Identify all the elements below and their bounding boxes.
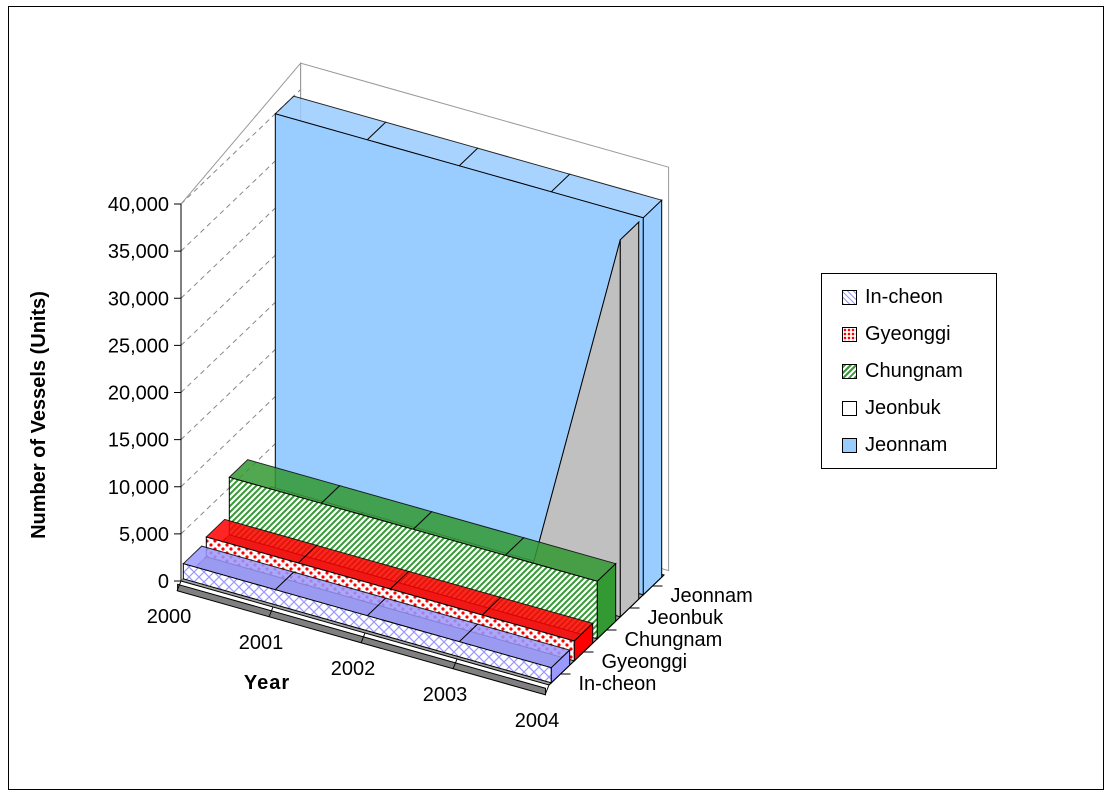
y-tick-label: 5,000 [119, 524, 169, 546]
series-end-cap [619, 221, 640, 618]
y-tick-label: 25,000 [108, 335, 169, 357]
legend-swatch [842, 363, 857, 379]
x-tick-label: 2000 [147, 606, 192, 628]
series-layer [182, 95, 663, 684]
legend-label: Chungnam [865, 359, 963, 382]
x-tick [268, 606, 274, 618]
legend-item-jeonnam: Jeonnam [842, 428, 947, 462]
axis-layer: 0 5,000 10,000 15,000 20,000 25,000 30,000 35,0… [108, 194, 753, 732]
y-tick-label: 30,000 [108, 288, 169, 310]
depth-axis-label: Jeonbuk [648, 607, 725, 629]
x-tick-label: 2002 [331, 658, 376, 680]
legend: In-cheon Gyeonggi Chungnam Jeonbuk Jeonnam [821, 273, 997, 469]
legend-label: Jeonbuk [865, 396, 941, 419]
y-tick-label: 20,000 [108, 383, 169, 405]
legend-item-gyeonggi: Gyeonggi [842, 317, 951, 351]
legend-swatch [842, 289, 857, 305]
depth-axis-label: Chungnam [625, 629, 723, 651]
legend-swatch [842, 400, 857, 416]
legend-swatch [842, 437, 857, 453]
legend-item-chungnam: Chungnam [842, 354, 963, 388]
legend-swatch [842, 326, 857, 342]
chart-area: 0 5,000 10,000 15,000 20,000 25,000 30,000 35,0… [8, 6, 1104, 790]
y-tick-label: 35,000 [108, 241, 169, 263]
legend-label: Gyeonggi [865, 322, 951, 345]
y-axis-title: Number of Vessels (Units) [28, 291, 50, 539]
depth-axis-label: Jeonnam [671, 585, 753, 607]
y-tick-label: 15,000 [108, 430, 169, 452]
series-end-cap [642, 199, 663, 596]
series-incheon [182, 545, 571, 684]
x-tick [452, 658, 458, 670]
y-tick-label: 10,000 [108, 477, 169, 499]
depth-axis-label: Gyeonggi [602, 651, 688, 673]
x-tick [176, 580, 182, 592]
chart-plot: 0 5,000 10,000 15,000 20,000 25,000 30,000 35,0… [28, 61, 753, 732]
x-axis-title: Year [244, 672, 290, 694]
legend-item-jeonbuk: Jeonbuk [842, 391, 941, 425]
y-tick-label: 40,000 [108, 194, 169, 216]
x-tick [544, 684, 550, 696]
legend-label: Jeonnam [865, 433, 948, 456]
series-jeonnam [274, 95, 663, 596]
y-tick-label: 0 [158, 571, 169, 593]
x-tick-label: 2004 [515, 710, 560, 732]
x-tick-label: 2001 [239, 632, 284, 654]
x-tick [360, 632, 366, 644]
legend-item-incheon: In-cheon [842, 280, 943, 314]
x-tick-label: 2003 [423, 684, 468, 706]
depth-axis-label: In-cheon [579, 673, 657, 695]
legend-label: In-cheon [865, 285, 943, 308]
